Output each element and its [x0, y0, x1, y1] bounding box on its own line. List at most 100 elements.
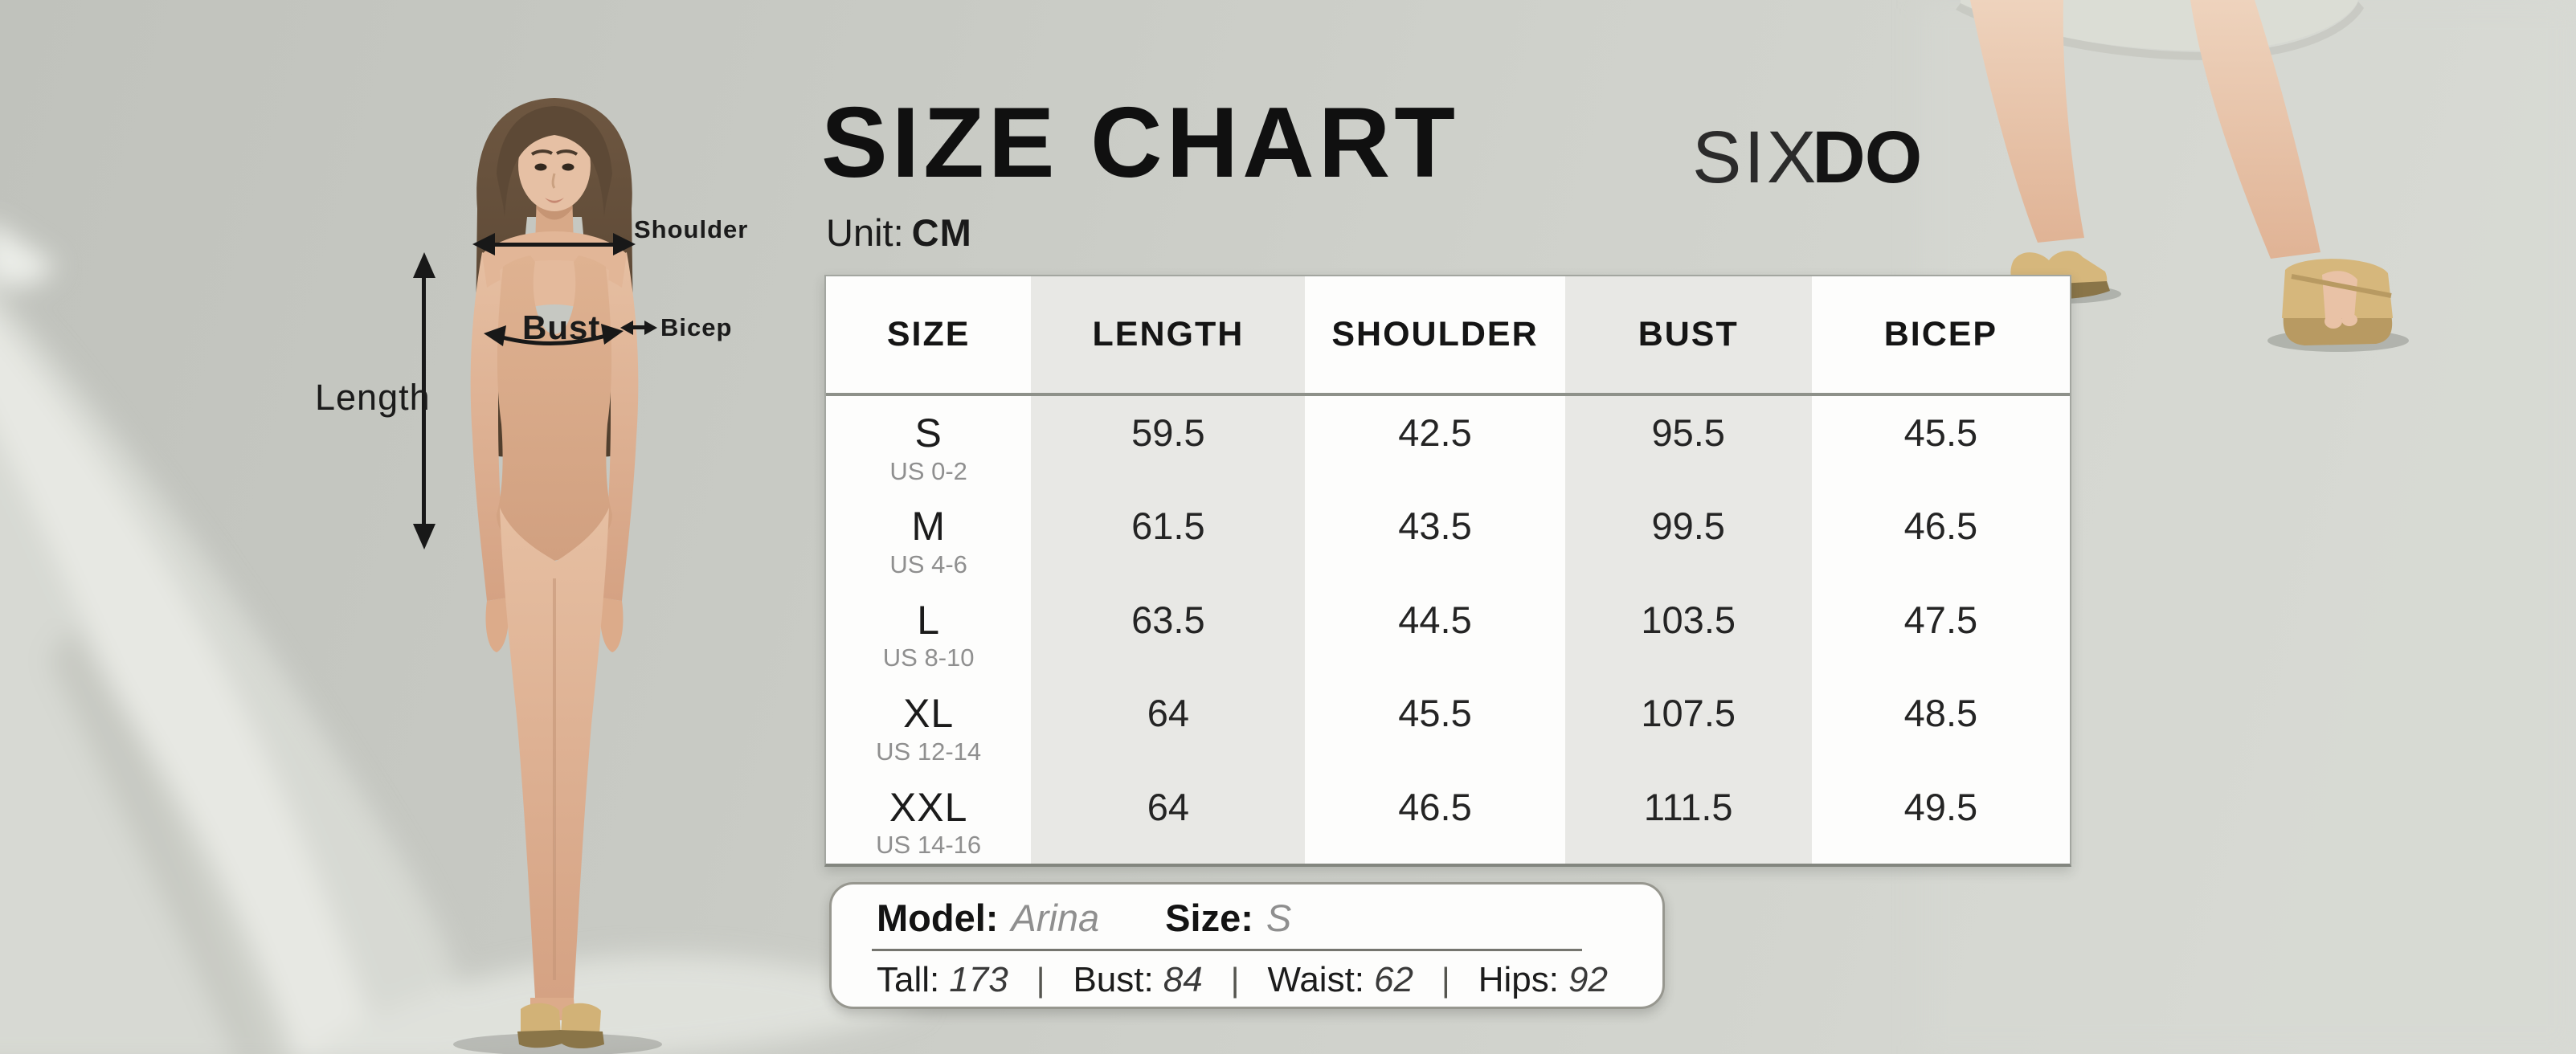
model-photo	[453, 98, 662, 1054]
bust-cell-s: 95.5	[1564, 396, 1812, 490]
column-header-bust: BUST	[1564, 276, 1812, 396]
unit-value: CM	[911, 211, 972, 254]
shoulder-cell-m: 43.5	[1305, 489, 1564, 582]
model-info-divider	[872, 948, 1582, 951]
length-cell-l: 63.5	[1031, 582, 1306, 677]
column-header-shoulder: SHOULDER	[1305, 276, 1565, 396]
length-value: 61.5	[1131, 505, 1205, 548]
shoulder-value: 44.5	[1398, 598, 1472, 641]
shoulder-cell-xl: 45.5	[1305, 676, 1564, 770]
right-leg	[2190, 0, 2320, 259]
length-cell-xl: 64	[1031, 676, 1306, 770]
stat-tall: Tall: 173	[877, 959, 1008, 999]
measurement-arrows	[413, 233, 657, 549]
stat-separator: |	[1036, 960, 1045, 999]
model-legs	[500, 508, 609, 1022]
bust-value: 95.5	[1651, 411, 1725, 454]
bicep-value: 49.5	[1903, 785, 1978, 828]
length-cell-s: 59.5	[1031, 396, 1306, 490]
column-header-size: SIZE	[826, 276, 1032, 396]
length-value: 63.5	[1131, 598, 1205, 641]
size-value: S	[1266, 897, 1292, 939]
bust-cell-m: 99.5	[1564, 489, 1812, 583]
model-hair-front	[497, 106, 612, 217]
size-us-range: US 0-2	[889, 456, 967, 485]
bicep-cell-l: 47.5	[1812, 583, 2070, 676]
unit-label: Unit:	[826, 211, 904, 254]
shoulder-value: 43.5	[1398, 505, 1472, 548]
size-letter: L	[917, 597, 941, 643]
model-size-group: Size: S	[1165, 897, 1291, 939]
length-value: 59.5	[1131, 411, 1205, 454]
bicep-cell-xl: 48.5	[1812, 676, 2070, 770]
shoulder-value: 46.5	[1398, 785, 1472, 828]
bust-cell-xl: 107.5	[1564, 676, 1812, 770]
model-legs-photo	[1956, 0, 2409, 352]
shoulder-value: 45.5	[1398, 692, 1472, 735]
stat-hips: Hips: 92	[1478, 959, 1608, 999]
model-info-top-row: Model: Arina Size: S	[877, 897, 1627, 939]
shoulder-measure-label: Shoulder	[634, 215, 749, 243]
model-name: Arina	[1011, 897, 1100, 939]
size-label: Size:	[1165, 897, 1253, 939]
bicep-measure-label: Bicep	[660, 313, 733, 341]
column-header-length: LENGTH	[1031, 276, 1306, 396]
length-value: 64	[1147, 785, 1190, 828]
length-cell-m: 61.5	[1031, 489, 1306, 583]
size-cell-l: L US 8-10	[826, 583, 1031, 676]
bust-arrow-icon	[484, 324, 624, 346]
size-us-range: US 14-16	[876, 831, 982, 860]
model-bodysuit	[497, 255, 612, 561]
length-arrow-icon	[413, 252, 435, 549]
bicep-value: 46.5	[1903, 505, 1978, 548]
bust-cell-l: 103.5	[1564, 582, 1812, 677]
column-header-bicep: BICEP	[1811, 276, 2070, 396]
brand-logo: SIXDO	[1692, 121, 1922, 194]
size-letter: XL	[903, 691, 955, 737]
shoulder-cell-s: 42.5	[1305, 396, 1564, 489]
size-cell-m: M US 4-6	[826, 489, 1031, 582]
size-table: SIZE LENGTH SHOULDER BUST BICEP S US 0-2…	[824, 275, 2071, 867]
shoulder-arrow-icon	[472, 233, 636, 255]
size-us-range: US 4-6	[889, 549, 967, 578]
model-sandals	[517, 1003, 604, 1049]
size-letter: S	[914, 411, 942, 456]
size-letter: XXL	[889, 784, 968, 830]
brand-logo-do: DO	[1812, 116, 1922, 198]
size-cell-xxl: XXL US 14-16	[826, 770, 1031, 864]
size-cell-s: S US 0-2	[826, 396, 1031, 489]
bust-value: 103.5	[1641, 598, 1736, 641]
unit-line: Unit: CM	[826, 214, 972, 251]
bicep-cell-m: 46.5	[1812, 489, 2070, 582]
bust-value: 99.5	[1651, 505, 1725, 548]
size-us-range: US 12-14	[876, 737, 982, 766]
length-value: 64	[1147, 692, 1190, 735]
right-sandal	[2282, 259, 2393, 345]
shoulder-cell-l: 44.5	[1305, 583, 1564, 676]
size-us-range: US 8-10	[882, 643, 975, 672]
size-letter: M	[911, 504, 946, 549]
length-cell-xxl: 64	[1031, 770, 1306, 864]
stat-bust: Bust: 84	[1073, 959, 1203, 999]
model-face	[518, 120, 591, 211]
left-leg	[1970, 0, 2084, 243]
stat-separator: |	[1441, 960, 1450, 999]
length-measure-label: Length	[315, 377, 431, 418]
shoulder-cell-xxl: 46.5	[1305, 770, 1564, 864]
bust-value: 111.5	[1643, 785, 1733, 828]
bicep-cell-s: 45.5	[1812, 396, 2070, 489]
model-info-card: Model: Arina Size: S Tall: 173 | Bust: 84 …	[829, 882, 1665, 1009]
brand-logo-six: SIX	[1692, 116, 1819, 198]
bicep-value: 48.5	[1903, 692, 1978, 735]
stat-waist: Waist: 62	[1267, 959, 1413, 999]
bicep-value: 45.5	[1903, 411, 1978, 454]
bust-measure-label: Bust	[522, 308, 601, 346]
bust-value: 107.5	[1641, 692, 1736, 735]
page-title: SIZE CHART	[821, 88, 1459, 198]
bicep-value: 47.5	[1903, 598, 1978, 641]
bicep-arrow-icon	[620, 321, 657, 335]
model-info-stats-row: Tall: 173 | Bust: 84 | Waist: 62 | Hips: 92	[877, 959, 1608, 999]
bust-cell-xxl: 111.5	[1564, 770, 1812, 864]
model-face-features	[530, 149, 579, 203]
